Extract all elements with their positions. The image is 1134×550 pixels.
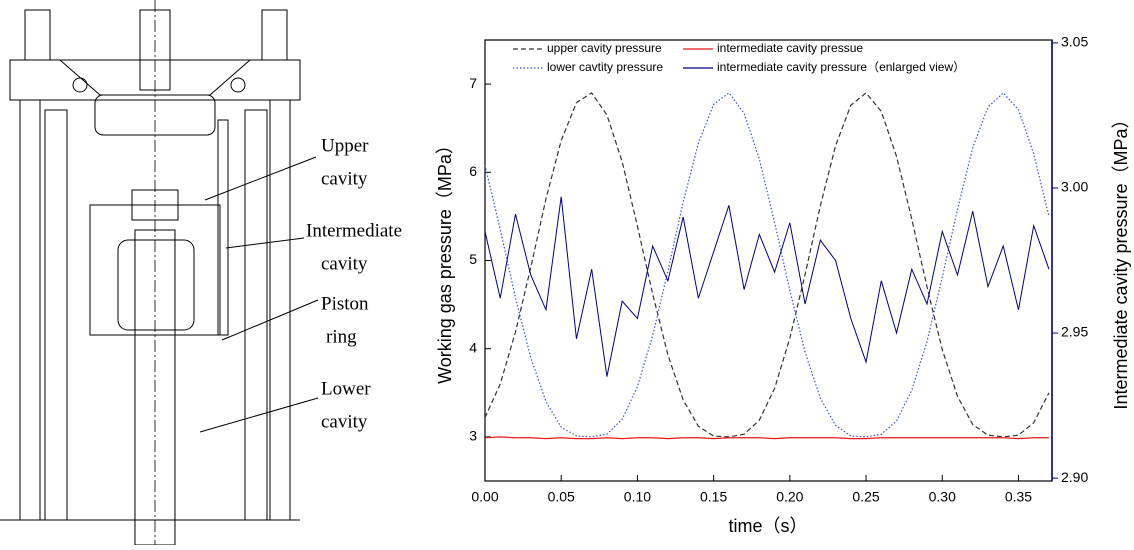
diagram-label: ring [326, 326, 357, 347]
x-tick-label: 0.35 [1005, 489, 1032, 505]
x-tick-label: 0.25 [852, 489, 879, 505]
y2-tick-label: 3.00 [1061, 179, 1088, 195]
diagram-label: Upper [321, 135, 369, 156]
legend-label: lower cavtity pressure [547, 60, 663, 74]
series-line [484, 92, 1050, 438]
y2-tick-label: 3.05 [1061, 34, 1088, 50]
y2-axis-title: Intermediate cavity pressure（MPa） [1111, 110, 1131, 409]
x-tick-label: 0.15 [700, 489, 727, 505]
diagram-label: cavity [321, 253, 368, 274]
series-line [484, 92, 1050, 438]
y-tick-label: 5 [469, 251, 477, 267]
diagram-label: cavity [321, 411, 368, 432]
x-tick-label: 0.05 [548, 489, 575, 505]
y-tick-label: 6 [469, 163, 477, 179]
x-tick-label: 0.20 [776, 489, 803, 505]
diagram-label: cavity [321, 168, 368, 189]
legend-label: intermediate cavity pressue [717, 41, 863, 55]
y-tick-label: 4 [469, 339, 477, 355]
diagram-label: Intermediate [306, 220, 402, 241]
y-axis-title: Working gas pressure（MPa） [435, 136, 455, 384]
y2-tick-label: 2.95 [1061, 324, 1088, 340]
y-tick-label: 7 [469, 75, 477, 91]
diagram-label: Lower [321, 378, 371, 399]
series-line [484, 436, 1049, 440]
y-tick-label: 3 [469, 428, 477, 444]
diagram-label: Piston [321, 293, 369, 314]
legend-label: upper cavity pressure [547, 41, 662, 55]
x-tick-label: 0.10 [624, 489, 651, 505]
x-tick-label: 0.30 [929, 489, 956, 505]
series-line [484, 196, 1050, 377]
legend-label: intermediate cavity pressure（enlarged vi… [717, 60, 965, 74]
mechanical-drawing [0, 0, 319, 546]
x-tick-label: 0.00 [471, 489, 498, 505]
y2-tick-label: 2.90 [1061, 469, 1088, 485]
x-axis-title: time（s） [728, 516, 807, 536]
